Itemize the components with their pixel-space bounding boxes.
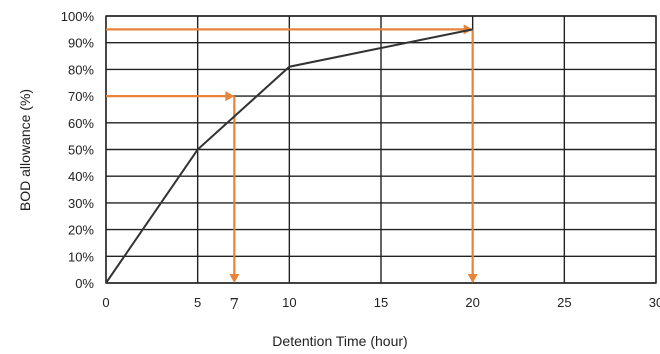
- x-tick-label: 20: [465, 295, 479, 310]
- y-tick-label: 30%: [68, 196, 94, 211]
- x-tick-label: 10: [282, 295, 296, 310]
- y-tick-label: 40%: [68, 169, 94, 184]
- y-tick-label: 90%: [68, 36, 94, 51]
- y-tick-labels: 0% 10% 20% 30% 40% 50% 60% 70% 80% 90% 100%: [61, 9, 95, 291]
- y-tick-label: 50%: [68, 143, 94, 158]
- x-tick-label: 30: [649, 295, 660, 310]
- y-axis-title: BOD allowance (%): [17, 89, 33, 211]
- x-axis-title: Detention Time (hour): [272, 333, 407, 349]
- grid: [105, 15, 657, 284]
- y-tick-label: 80%: [68, 62, 94, 77]
- series: [105, 28, 473, 284]
- plot-frame: [105, 15, 657, 284]
- guide-arrowhead-right: [225, 91, 235, 102]
- guide-lines: 7: [106, 24, 478, 313]
- guide-arrowhead-down: [229, 274, 240, 283]
- x-tick-label: 25: [557, 295, 571, 310]
- x-tick-label: 15: [374, 295, 388, 310]
- y-tick-label: 60%: [68, 116, 94, 131]
- y-tick-label: 70%: [68, 89, 94, 104]
- x-tick-label: 5: [194, 295, 201, 310]
- annotation-label: 7: [230, 295, 240, 313]
- y-tick-label: 20%: [68, 223, 94, 238]
- y-tick-label: 0%: [75, 276, 94, 291]
- x-tick-label: 0: [102, 295, 109, 310]
- x-tick-labels: 0 5 10 15 20 25 30: [102, 295, 660, 310]
- y-tick-label: 10%: [68, 249, 94, 264]
- guide-arrowhead-down: [467, 274, 478, 283]
- y-tick-label: 100%: [61, 9, 95, 24]
- series-line: [105, 28, 473, 284]
